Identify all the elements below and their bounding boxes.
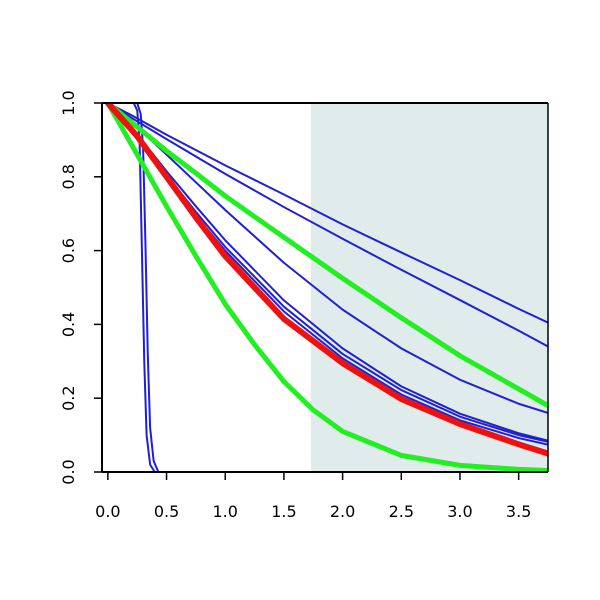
- series-line-2: [102, 103, 548, 472]
- x-tick-label: 1.5: [271, 502, 296, 521]
- shaded-region-layer: [310, 103, 548, 472]
- shaded-region: [310, 103, 548, 472]
- series-line-10: [105, 103, 548, 472]
- axes-layer: 0.0 0.5 1.0 1.5 2.0 2.5 3.0 3.5 0.0 0.2 0.4 0.6 0.8 1…: [59, 90, 549, 521]
- y-tick-label: 0.0: [59, 459, 78, 484]
- x-tick-label: 2.0: [330, 502, 355, 521]
- y-tick-label: 0.2: [59, 385, 78, 410]
- series-line-9: [105, 103, 548, 409]
- y-tick-label: 0.6: [59, 238, 78, 263]
- series-line-11: [104, 103, 548, 457]
- y-tick-label: 1.0: [59, 90, 78, 115]
- x-tick-label: 0.5: [154, 502, 179, 521]
- x-tick-label: 1.0: [213, 502, 238, 521]
- x-tick-label: 3.5: [506, 502, 531, 521]
- y-tick-label: 0.4: [59, 312, 78, 337]
- x-tick-label: 2.5: [389, 502, 414, 521]
- x-tick-label: 3.0: [447, 502, 472, 521]
- series-line-3: [102, 103, 548, 324]
- series-line-1: [102, 103, 548, 472]
- y-tick-label: 0.8: [59, 164, 78, 189]
- x-tick-label: 0.0: [95, 502, 120, 521]
- series-layer: [102, 103, 548, 472]
